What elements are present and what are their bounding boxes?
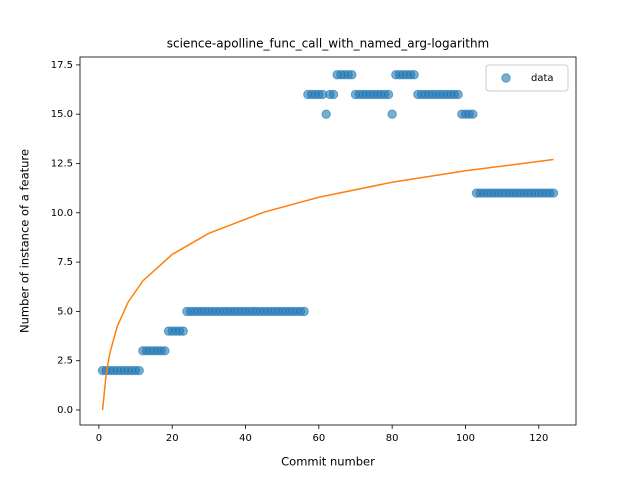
data-point (387, 109, 397, 119)
data-point (468, 109, 478, 119)
y-tick-label: 2.5 (57, 356, 73, 367)
y-tick-label: 10.0 (51, 208, 73, 219)
y-tick-label: 12.5 (51, 158, 73, 169)
data-point (453, 89, 463, 100)
x-tick-label: 0 (96, 433, 102, 444)
data-point (134, 365, 144, 376)
y-tick-label: 5.0 (57, 306, 73, 317)
data-point (321, 109, 331, 119)
legend-marker (501, 73, 511, 83)
data-point (383, 89, 394, 100)
x-axis-label: Commit number (281, 455, 375, 469)
x-tick-label: 40 (239, 433, 252, 444)
data-point (347, 70, 357, 80)
y-tick-label: 17.5 (51, 60, 73, 71)
data-point (160, 346, 170, 356)
y-tick-label: 7.5 (57, 257, 73, 268)
x-tick-label: 120 (529, 433, 548, 444)
data-point (409, 70, 419, 80)
x-tick-label: 100 (456, 433, 475, 444)
x-tick-label: 80 (386, 433, 399, 444)
x-tick-label: 20 (166, 433, 179, 444)
data-point (299, 306, 309, 317)
data-point (178, 326, 188, 336)
legend-label: data (531, 73, 554, 84)
y-tick-label: 15.0 (51, 109, 73, 120)
data-point (548, 188, 559, 198)
y-axis-label: Number of instance of a feature (18, 149, 32, 333)
plot-frame (79, 56, 577, 426)
legend-box (485, 64, 569, 92)
fit-line (101, 158, 554, 411)
y-tick-label: 0.0 (57, 405, 73, 416)
chart-title: science-apolline_func_call_with_named_ar… (167, 37, 489, 51)
data-point (328, 89, 339, 100)
x-tick-label: 60 (312, 433, 325, 444)
